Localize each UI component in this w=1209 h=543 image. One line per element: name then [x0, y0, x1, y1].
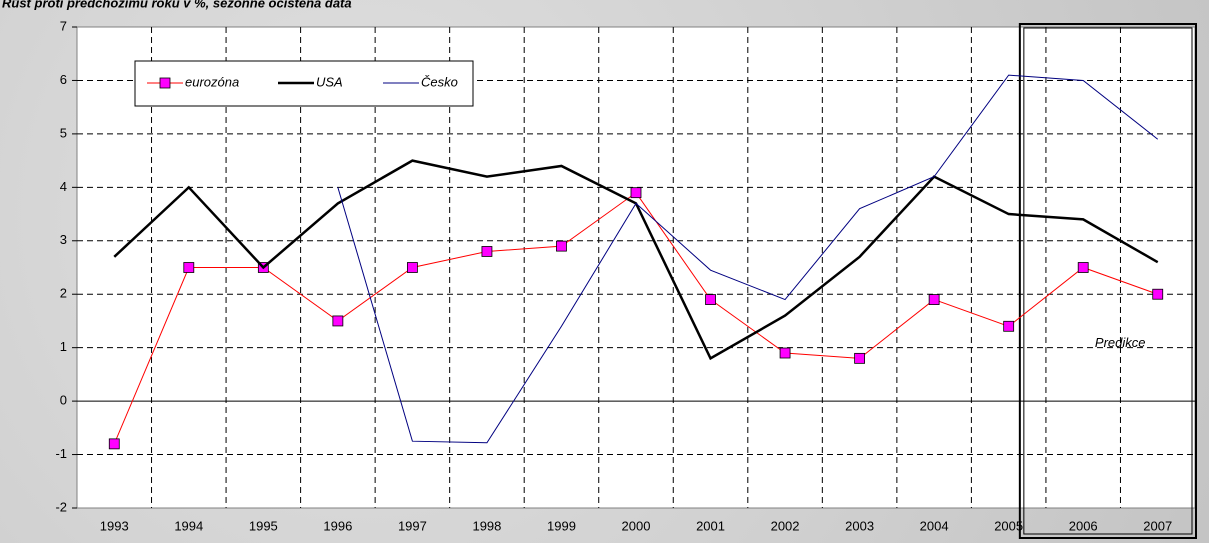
x-tick-label: 1996	[323, 518, 352, 533]
legend-label: Česko	[421, 74, 458, 89]
y-tick-label: -2	[55, 499, 67, 514]
marker	[108, 438, 120, 450]
chart-title: Růst proti předchozímu roku v %, sezónně…	[2, 0, 352, 10]
x-tick-label: 2007	[1143, 518, 1172, 533]
x-tick-label: 1999	[547, 518, 576, 533]
legend-label: USA	[316, 74, 343, 89]
y-tick-label: 1	[60, 339, 67, 354]
marker	[481, 246, 493, 257]
series-line	[337, 74, 1159, 444]
marker	[332, 315, 344, 327]
x-tick-label: 1994	[174, 518, 203, 533]
legend-label: eurozóna	[185, 74, 239, 89]
marker	[928, 294, 940, 305]
marker	[630, 187, 642, 199]
marker	[556, 240, 567, 252]
x-tick-label: 2004	[920, 518, 949, 533]
x-tick-label: 1997	[398, 518, 427, 533]
y-tick-label: 0	[60, 393, 67, 408]
y-tick-label: 5	[60, 125, 67, 140]
y-tick-label: 4	[60, 179, 67, 194]
legend-marker	[159, 77, 171, 89]
marker	[705, 294, 716, 305]
marker	[854, 352, 865, 364]
y-tick-label: 3	[60, 232, 67, 247]
y-tick-label: -1	[55, 446, 67, 461]
marker	[406, 262, 418, 273]
prediction-box	[1018, 23, 1198, 539]
x-tick-label: 2002	[771, 518, 800, 533]
x-tick-label: 1993	[100, 518, 129, 533]
marker	[1152, 288, 1164, 300]
x-tick-label: 2003	[845, 518, 874, 533]
x-tick-label: 2000	[622, 518, 651, 533]
x-tick-label: 1995	[249, 518, 278, 533]
y-tick-label: 7	[60, 18, 67, 33]
prediction-box-inner	[1023, 27, 1193, 535]
marker	[779, 347, 791, 359]
marker	[183, 262, 195, 273]
y-tick-label: 6	[60, 72, 67, 87]
y-tick-label: 2	[60, 286, 67, 301]
x-tick-label: 2005	[994, 518, 1023, 533]
marker	[1077, 262, 1089, 273]
x-tick-label: 2001	[696, 518, 725, 533]
annotation: Predikce	[1095, 335, 1146, 350]
x-tick-label: 2006	[1069, 518, 1098, 533]
marker	[1003, 320, 1015, 332]
x-tick-label: 1998	[472, 518, 501, 533]
